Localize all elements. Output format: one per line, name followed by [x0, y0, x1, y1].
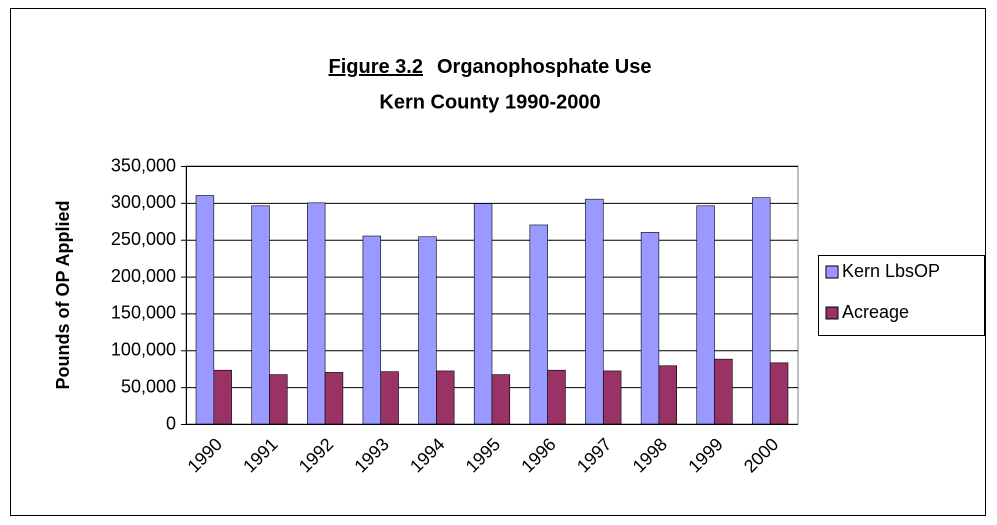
y-tick-label: 200,000	[111, 266, 176, 286]
bar	[473, 203, 493, 425]
bar	[380, 371, 399, 425]
y-tick-label: 100,000	[111, 340, 176, 360]
y-tick-label: 350,000	[111, 155, 176, 175]
title-main: Organophosphate Use	[437, 56, 651, 78]
bar	[529, 224, 548, 425]
bar	[362, 235, 382, 425]
bar	[269, 374, 288, 425]
bar	[251, 205, 270, 425]
bar	[585, 198, 604, 425]
y-tick-label: 150,000	[111, 303, 176, 323]
bar	[658, 365, 678, 425]
bar	[696, 205, 715, 425]
bar	[491, 374, 511, 425]
y-tick-label: 250,000	[111, 229, 176, 249]
y-tick-label: 0	[166, 413, 176, 433]
bar	[324, 372, 344, 425]
bar	[640, 232, 660, 425]
bar	[436, 370, 455, 425]
bar	[306, 202, 326, 425]
bar	[195, 195, 215, 425]
legend-box	[818, 255, 985, 336]
title-figure: Figure 3.2	[329, 56, 423, 78]
bar	[418, 236, 437, 425]
bar	[769, 362, 789, 425]
chart-subtitle: Kern County 1990-2000	[379, 91, 600, 113]
y-tick-label: 300,000	[111, 192, 176, 212]
bar	[602, 370, 622, 425]
bar	[213, 369, 232, 425]
bar	[547, 369, 566, 425]
legend-swatch	[825, 265, 839, 279]
bar	[714, 358, 733, 425]
bar	[752, 197, 771, 425]
y-tick-label: 50,000	[121, 376, 176, 396]
legend-label: Kern LbsOP	[842, 261, 940, 281]
legend-swatch	[825, 306, 839, 320]
chart-title: Figure 3.2 Organophosphate Use	[329, 56, 652, 78]
legend-label: Acreage	[842, 302, 909, 322]
y-axis-label: Pounds of OP Applied	[53, 201, 73, 390]
